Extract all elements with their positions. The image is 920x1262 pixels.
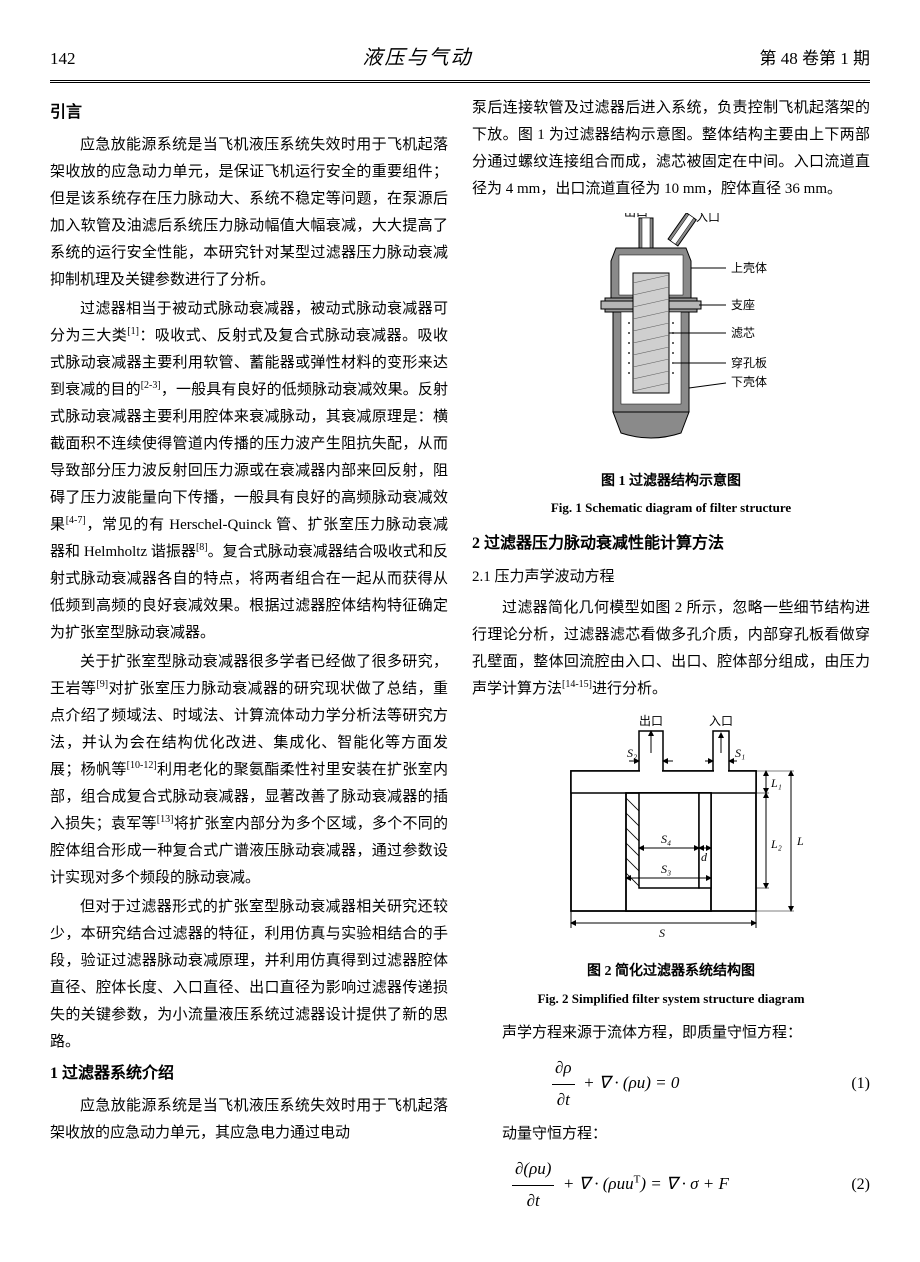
simplified-structure-diagram: 出口 入口 S₂ S₁ [531, 713, 811, 943]
section-1-heading: 1 过滤器系统介绍 [50, 1060, 448, 1089]
fig2-l2-label: L₂ [770, 837, 782, 851]
fig2-s3-label: S₃ [661, 862, 671, 876]
fig2-inlet-label: 入口 [709, 714, 733, 728]
fig1-inlet-label: 入口 [696, 213, 720, 224]
fig2-s4-label: S₄ [661, 832, 671, 846]
figure-1: 出口 入口 上壳体 支座 滤芯 穿孔板 下壳体 图 1 过滤器结构示意图 Fig… [472, 213, 870, 520]
equation-2-number: (2) [851, 1171, 870, 1200]
fig2-l-label: L [796, 834, 804, 848]
acoustic-intro: 声学方程来源于流体方程，即质量守恒方程： [472, 1020, 870, 1047]
equation-1-row: ∂ρ ∂t + ∇ · (ρu) = 0 (1) [472, 1053, 870, 1115]
fig2-s2-label: S₂ [627, 746, 637, 760]
ref-10-12: [10-12] [127, 760, 157, 771]
ref-8: [8] [196, 542, 208, 553]
fig2-d-label: d [701, 850, 708, 864]
ref-13: [13] [157, 814, 174, 825]
ref-2-3: [2-3] [141, 380, 161, 391]
equation-2-row: ∂(ρu) ∂t + ∇ · (ρuuT) = ∇ · σ + F (2) [472, 1154, 870, 1216]
issue-label: 第 48 卷第 1 期 [760, 44, 871, 75]
intro-p2: 过滤器相当于被动式脉动衰减器，被动式脉动衰减器可分为三大类[1]：吸收式、反射式… [50, 296, 448, 647]
intro-p1: 应急放能源系统是当飞机液压系统失效时用于飞机起落架收放的应急动力单元，是保证飞机… [50, 132, 448, 294]
intro-p4: 但对于过滤器形式的扩张室型脉动衰减器相关研究还较少，本研究结合过滤器的特征，利用… [50, 894, 448, 1056]
fig1-perforated-label: 穿孔板 [731, 355, 767, 370]
section-2-1-heading: 2.1 压力声学波动方程 [472, 564, 870, 591]
two-column-layout: 引言 应急放能源系统是当飞机液压系统失效时用于飞机起落架收放的应急动力单元，是保… [50, 95, 870, 1222]
fig2-s-label: S [659, 926, 665, 940]
fig2-s1-label: S₁ [735, 746, 745, 760]
equation-1: ∂ρ ∂t + ∇ · (ρu) = 0 [552, 1053, 679, 1115]
ref-9: [9] [96, 679, 108, 690]
right-p1: 泵后连接软管及过滤器后进入系统，负责控制飞机起落架的下放。图 1 为过滤器结构示… [472, 95, 870, 203]
page-number: 142 [50, 44, 76, 75]
filter-structure-diagram: 出口 入口 上壳体 支座 滤芯 穿孔板 下壳体 [541, 213, 801, 453]
fig1-lower-shell-label: 下壳体 [731, 375, 767, 389]
ref-4-7: [4-7] [66, 515, 86, 526]
sec1-p1: 应急放能源系统是当飞机液压系统失效时用于飞机起落架收放的应急动力单元，其应急电力… [50, 1093, 448, 1147]
fig1-support-label: 支座 [731, 297, 755, 312]
equation-1-number: (1) [851, 1070, 870, 1099]
fig2-l1-label: L₁ [770, 776, 782, 790]
sec21-p1-a: 过滤器简化几何模型如图 2 所示，忽略一些细节结构进行理论分析，过滤器滤芯看做多… [472, 600, 870, 697]
ref-1: [1] [127, 326, 139, 337]
equation-2: ∂(ρu) ∂t + ∇ · (ρuuT) = ∇ · σ + F [512, 1154, 729, 1216]
figure-2: 出口 入口 S₂ S₁ [472, 713, 870, 1010]
sec21-p1: 过滤器简化几何模型如图 2 所示，忽略一些细节结构进行理论分析，过滤器滤芯看做多… [472, 595, 870, 703]
journal-title: 液压与气动 [363, 40, 473, 76]
intro-heading: 引言 [50, 99, 448, 128]
fig2-caption-cn: 图 2 简化过滤器系统结构图 [472, 959, 870, 984]
fig2-caption-en: Fig. 2 Simplified filter system structur… [472, 987, 870, 1010]
right-column: 泵后连接软管及过滤器后进入系统，负责控制飞机起落架的下放。图 1 为过滤器结构示… [472, 95, 870, 1222]
fig1-core-label: 滤芯 [731, 326, 755, 340]
fig2-outlet-label: 出口 [639, 714, 663, 728]
left-column: 引言 应急放能源系统是当飞机液压系统失效时用于飞机起落架收放的应急动力单元，是保… [50, 95, 448, 1222]
section-2-heading: 2 过滤器压力脉动衰减性能计算方法 [472, 530, 870, 559]
momentum-intro: 动量守恒方程： [472, 1121, 870, 1148]
ref-14-15: [14-15] [562, 679, 592, 690]
page-header: 142 液压与气动 第 48 卷第 1 期 [50, 40, 870, 83]
p2-seg-c: ，一般具有良好的低频脉动衰减效果。反射式脉动衰减器主要利用腔体来衰减脉动，其衰减… [50, 382, 448, 533]
fig1-outlet-label: 出口 [624, 213, 648, 219]
fig1-caption-en: Fig. 1 Schematic diagram of filter struc… [472, 496, 870, 519]
fig1-upper-shell-label: 上壳体 [731, 261, 767, 275]
sec21-p1-b: 进行分析。 [592, 681, 667, 697]
fig1-caption-cn: 图 1 过滤器结构示意图 [472, 469, 870, 494]
intro-p3: 关于扩张室型脉动衰减器很多学者已经做了很多研究，王岩等[9]对扩张室压力脉动衰减… [50, 649, 448, 892]
